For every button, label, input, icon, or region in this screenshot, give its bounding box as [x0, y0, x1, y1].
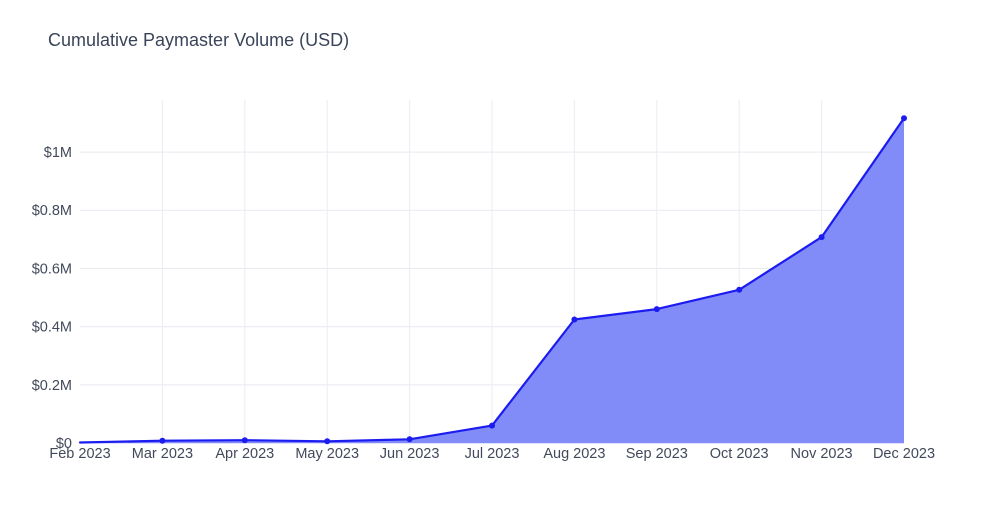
svg-text:Feb 2023: Feb 2023: [49, 446, 110, 462]
svg-text:Nov 2023: Nov 2023: [791, 446, 853, 462]
svg-text:Dec 2023: Dec 2023: [873, 446, 935, 462]
svg-text:Jul 2023: Jul 2023: [465, 446, 520, 462]
svg-text:Aug 2023: Aug 2023: [543, 446, 605, 462]
svg-text:$1M: $1M: [44, 145, 72, 161]
svg-text:$0.8M: $0.8M: [32, 203, 72, 219]
svg-text:Mar 2023: Mar 2023: [132, 446, 193, 462]
svg-text:$0.6M: $0.6M: [32, 261, 72, 277]
svg-text:$0.4M: $0.4M: [32, 320, 72, 336]
svg-text:Oct 2023: Oct 2023: [710, 446, 769, 462]
svg-text:May 2023: May 2023: [295, 446, 359, 462]
svg-text:$0.2M: $0.2M: [32, 378, 72, 394]
svg-text:Apr 2023: Apr 2023: [215, 446, 274, 462]
svg-text:Jun 2023: Jun 2023: [380, 446, 440, 462]
svg-text:Sep 2023: Sep 2023: [626, 446, 688, 462]
